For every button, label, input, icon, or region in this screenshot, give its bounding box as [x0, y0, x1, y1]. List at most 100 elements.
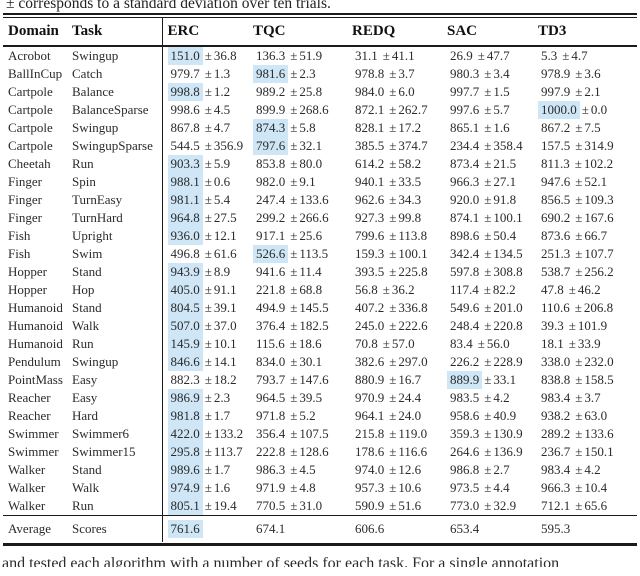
value-cell-tqc: 222.8 ±128.6 — [248, 443, 347, 461]
value-cell-erc: 867.8 ±4.7 — [161, 119, 248, 137]
cell-mean: 986.8 — [450, 462, 480, 477]
plus-minus-sign: ± — [382, 48, 390, 63]
cell-mean: 853.8 — [256, 156, 286, 171]
plus-minus-sign: ± — [575, 138, 583, 153]
cell-std: 63.0 — [584, 408, 608, 423]
cell-std: 206.8 — [583, 300, 614, 315]
value-cell-sac: 997.6 ±5.7 — [442, 101, 533, 119]
cell-std: 51.6 — [398, 498, 422, 513]
domain-cell: Swimmer — [8, 426, 59, 441]
cell-std: 113.7 — [213, 444, 243, 459]
cell-std: 256.2 — [584, 264, 614, 279]
top-rule-gap — [0, 15, 640, 17]
cell-mean: 856.5 — [541, 192, 571, 207]
task-cell: Swim — [72, 246, 103, 261]
value-cell-tqc: 793.7 ±147.6 — [248, 371, 347, 389]
table-row: Cartpole Balance 998.8 ±1.2 989.2 ±25.8 984.0 ±… — [3, 83, 637, 101]
plus-minus-sign: ± — [389, 84, 397, 99]
plus-minus-sign: ± — [575, 498, 583, 513]
value-cell-tqc: 853.8 ±80.0 — [248, 155, 347, 173]
plus-minus-sign: ± — [389, 102, 397, 117]
cell-std: 262.7 — [398, 102, 428, 117]
cell-std: 24.0 — [398, 408, 422, 423]
plus-minus-sign: ± — [204, 48, 212, 63]
value-cell-redq: 974.0 ±12.6 — [347, 461, 442, 479]
task-cell: Run — [72, 336, 94, 351]
cell-mean: 983.5 — [450, 390, 480, 405]
cell-mean: 245.0 — [355, 318, 385, 333]
value-cell-sac: 973.5 ±4.4 — [442, 479, 533, 497]
plus-minus-sign: ± — [575, 246, 583, 261]
plus-minus-sign: ± — [290, 120, 298, 135]
cell-std: 308.8 — [493, 264, 523, 279]
value-cell-redq: 215.8 ±119.0 — [347, 425, 442, 443]
plus-minus-sign: ± — [389, 462, 397, 477]
cell-std: 356.9 — [213, 138, 244, 153]
cell-mean: 872.1 — [355, 102, 385, 117]
plus-minus-sign: ± — [204, 192, 212, 207]
table-row: Walker Walk 974.9 ±1.6 971.9 ±4.8 957.3 ±10.6 97… — [3, 479, 637, 497]
value-cell-tqc: 376.4 ±182.5 — [248, 317, 347, 335]
task-cell: Catch — [72, 66, 103, 81]
task-cell: Swimmer6 — [72, 426, 130, 441]
plus-minus-sign: ± — [204, 498, 212, 513]
task-cell: Swimmer15 — [72, 444, 136, 459]
plus-minus-sign: ± — [290, 426, 298, 441]
task-cell: Stand — [72, 264, 102, 279]
column-header-td3: TD3 — [533, 18, 637, 47]
value-cell-tqc: 986.3 ±4.5 — [248, 461, 347, 479]
cell-mean: 422.0 — [167, 425, 203, 443]
value-cell-sac: 248.4 ±220.8 — [442, 317, 533, 335]
value-cell-td3: 39.3 ±101.9 — [533, 317, 637, 335]
value-cell-erc: 989.6 ±1.7 — [161, 461, 248, 479]
cell-mean: 846.6 — [167, 353, 203, 371]
plus-minus-sign: ± — [290, 282, 298, 297]
domain-cell: Finger — [8, 192, 42, 207]
cell-mean: 874.1 — [450, 210, 480, 225]
plus-minus-sign: ± — [389, 228, 397, 243]
value-cell-tqc: 115.6 ±18.6 — [248, 335, 347, 353]
value-cell-redq: 940.1 ±33.5 — [347, 173, 442, 191]
table-row: Walker Stand 989.6 ±1.7 986.3 ±4.5 974.0 ±12.6 9… — [3, 461, 637, 479]
value-cell-td3: 1000.0 ±0.0 — [533, 101, 637, 119]
cell-mean: 234.4 — [450, 138, 480, 153]
table-row: Humanoid Run 145.9 ±10.1 115.6 ±18.6 70.8 ±57.0… — [3, 335, 637, 353]
cell-std: 225.8 — [398, 264, 428, 279]
plus-minus-sign: ± — [575, 390, 583, 405]
cell-mean: 264.6 — [450, 444, 480, 459]
value-cell-td3: 873.6 ±66.7 — [533, 227, 637, 245]
value-cell-erc: 422.0 ±133.2 — [161, 425, 248, 443]
cell-mean: 981.1 — [167, 191, 203, 209]
column-header-domain: Domain — [3, 18, 67, 47]
cell-std: 32.1 — [299, 138, 323, 153]
cell-std: 5.4 — [213, 192, 231, 207]
cell-mean: 5.3 — [541, 48, 558, 63]
column-header-tqc: TQC — [248, 18, 347, 47]
cell-std: 2.3 — [299, 66, 316, 81]
plus-minus-sign: ± — [389, 210, 397, 225]
cell-mean: 811.3 — [541, 156, 570, 171]
value-cell-redq: 828.1 ±17.2 — [347, 119, 442, 137]
cell-std: 150.1 — [584, 444, 614, 459]
plus-minus-sign: ± — [484, 318, 492, 333]
cell-mean: 873.4 — [450, 156, 480, 171]
cell-std: 1.2 — [213, 84, 231, 99]
cell-mean: 938.2 — [541, 408, 571, 423]
value-cell-redq: 70.8 ±57.0 — [347, 335, 442, 353]
header-row: Domain Task ERC TQC REDQ SAC TD3 — [3, 18, 637, 47]
value-cell-td3: 838.8 ±158.5 — [533, 371, 637, 389]
cell-std: 1.7 — [213, 462, 231, 477]
plus-minus-sign: ± — [562, 48, 570, 63]
value-cell-sac: 874.1 ±100.1 — [442, 209, 533, 227]
cell-mean: 941.6 — [256, 264, 286, 279]
value-cell-td3: 18.1 ±33.9 — [533, 335, 637, 353]
plus-minus-sign: ± — [389, 120, 397, 135]
plus-minus-sign: ± — [204, 336, 212, 351]
domain-cell: Humanoid — [8, 318, 63, 333]
cell-mean: 804.5 — [167, 299, 203, 317]
value-cell-redq: 614.2 ±58.2 — [347, 155, 442, 173]
value-cell-redq: 962.6 ±34.3 — [347, 191, 442, 209]
value-cell-sac: 873.4 ±21.5 — [442, 155, 533, 173]
task-cell: Swingup — [72, 354, 119, 369]
value-cell-sac: 773.0 ±32.9 — [442, 497, 533, 516]
